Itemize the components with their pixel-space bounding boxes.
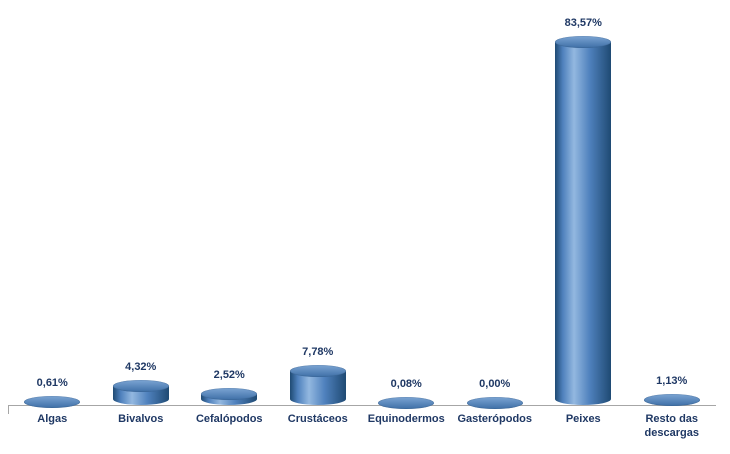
bar-group-0: 0,61% [24,377,81,409]
bar-value-label: 0,61% [36,377,68,390]
bar-group-6: 83,57% [555,17,612,405]
cylinder-bar [378,397,435,409]
bar-value-label: 2,52% [213,369,245,382]
category-label-1: Bivalvos [118,413,164,425]
bar-group-3: 7,78% [289,346,346,405]
bar-value-label: 4,32% [125,361,157,374]
bar-value-label: 0,08% [390,378,422,390]
bar-value-label: 1,13% [656,375,688,388]
cylinder-body [555,42,612,405]
bar-group-5: 0,00% [466,378,523,409]
cylinder-top-cap [201,388,258,401]
cylinder-bar [466,397,523,409]
x-axis-line [8,405,716,406]
category-label-0: Algas [37,413,68,425]
cylinder-bar [555,36,612,405]
cylinder-bar [112,380,169,405]
bar-group-1: 4,32% [112,361,169,405]
category-label-5: Gasterópodos [457,413,533,425]
category-label-4: Equinodermos [367,413,445,425]
bar-value-label: 0,00% [479,378,511,390]
cylinder-top-cap [555,36,612,49]
bar-value-label: 7,78% [302,346,334,359]
cylinder-top-cap [643,394,700,407]
category-label-6: Peixes [565,413,601,425]
category-label-7: Resto das descargas [644,413,699,440]
bar-group-4: 0,08% [378,378,435,409]
cylinder-bar [289,365,346,405]
cylinder-top-cap [466,397,523,409]
bar-group-2: 2,52% [201,369,258,405]
bar-group-7: 1,13% [643,375,700,407]
cylinder-bar [643,394,700,407]
category-label-2: Cefalópodos [195,413,263,425]
category-label-3: Crustáceos [287,413,348,425]
cylinder-top-cap [289,365,346,378]
cylinder-top-cap [112,380,169,393]
bar-value-label: 83,57% [564,17,602,30]
cylinder-top-cap [378,397,435,409]
cylinder-bar [24,396,81,409]
cylinder-bar [201,388,258,405]
x-axis-left-tick [8,405,9,414]
cylinder-top-cap [24,396,81,409]
